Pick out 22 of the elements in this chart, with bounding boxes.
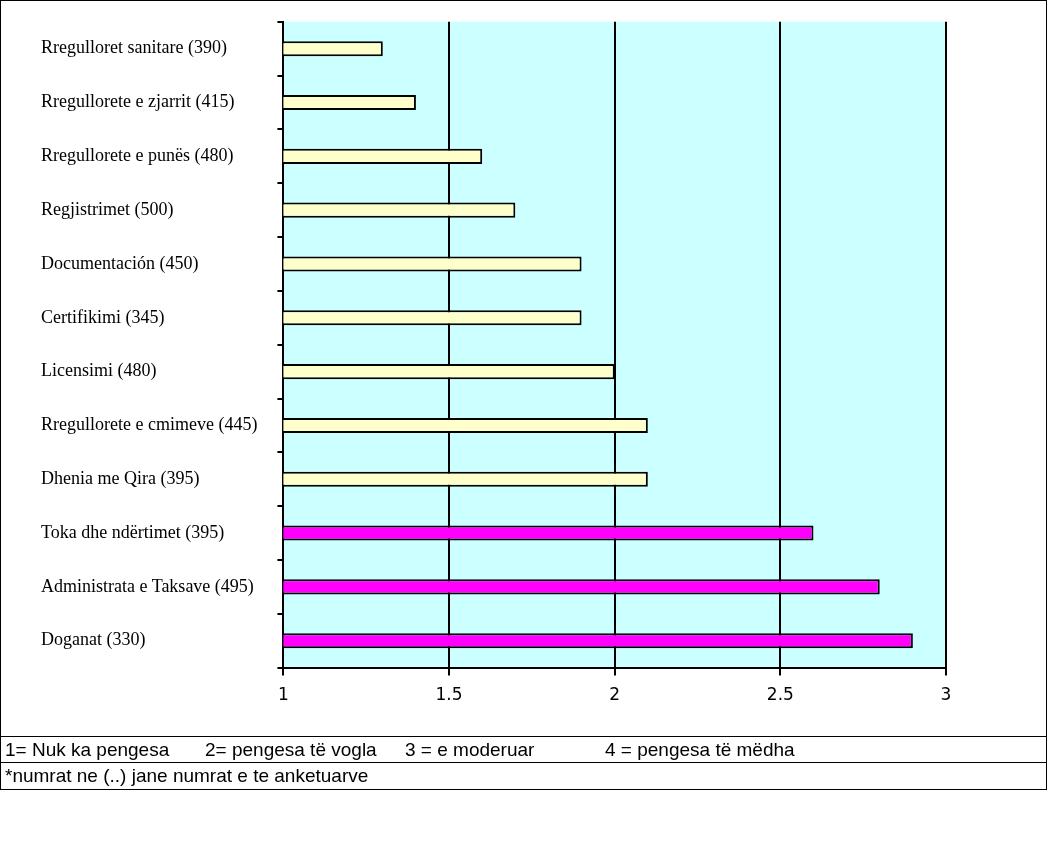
y-tick-label: Dhenia me Qira (395)	[41, 467, 200, 489]
x-tick-label: 2	[609, 684, 621, 705]
y-tick-label: Rregullorete e zjarrit (415)	[41, 91, 235, 113]
text: *numrat ne (..) jane numrat e te anketuarve	[5, 765, 370, 787]
x-tick-label: 1.5	[435, 684, 463, 705]
y-tick-label: Rregullorete e cmimeve (445)	[41, 414, 258, 436]
x-tick-label: 3	[940, 684, 952, 705]
x-tick-label: 2.5	[766, 684, 794, 705]
y-tick-label: Rregulloret sanitare (390)	[41, 37, 227, 59]
y-tick-label: Toka dhe ndërtimet (395)	[41, 521, 225, 543]
text: 4 = pengesa të mëdha	[604, 738, 796, 762]
y-tick-label: Regjistrimet (500)	[41, 198, 174, 220]
x-tick-label: 1	[278, 684, 289, 705]
text: 1= Nuk ka pengesa	[4, 738, 171, 762]
text: 3 = e moderuar	[404, 738, 536, 762]
y-tick-label: Administrata e Taksave (495)	[41, 575, 254, 597]
text: 2= pengesa të vogla	[204, 738, 378, 762]
y-tick-label: Licensimi (480)	[41, 360, 157, 382]
y-tick-label: Documentación (450)	[41, 252, 199, 274]
y-tick-label: Rregullorete e punës (480)	[41, 145, 234, 167]
y-tick-label: Doganat (330)	[41, 629, 146, 651]
y-tick-label: Certifikimi (345)	[41, 306, 165, 328]
